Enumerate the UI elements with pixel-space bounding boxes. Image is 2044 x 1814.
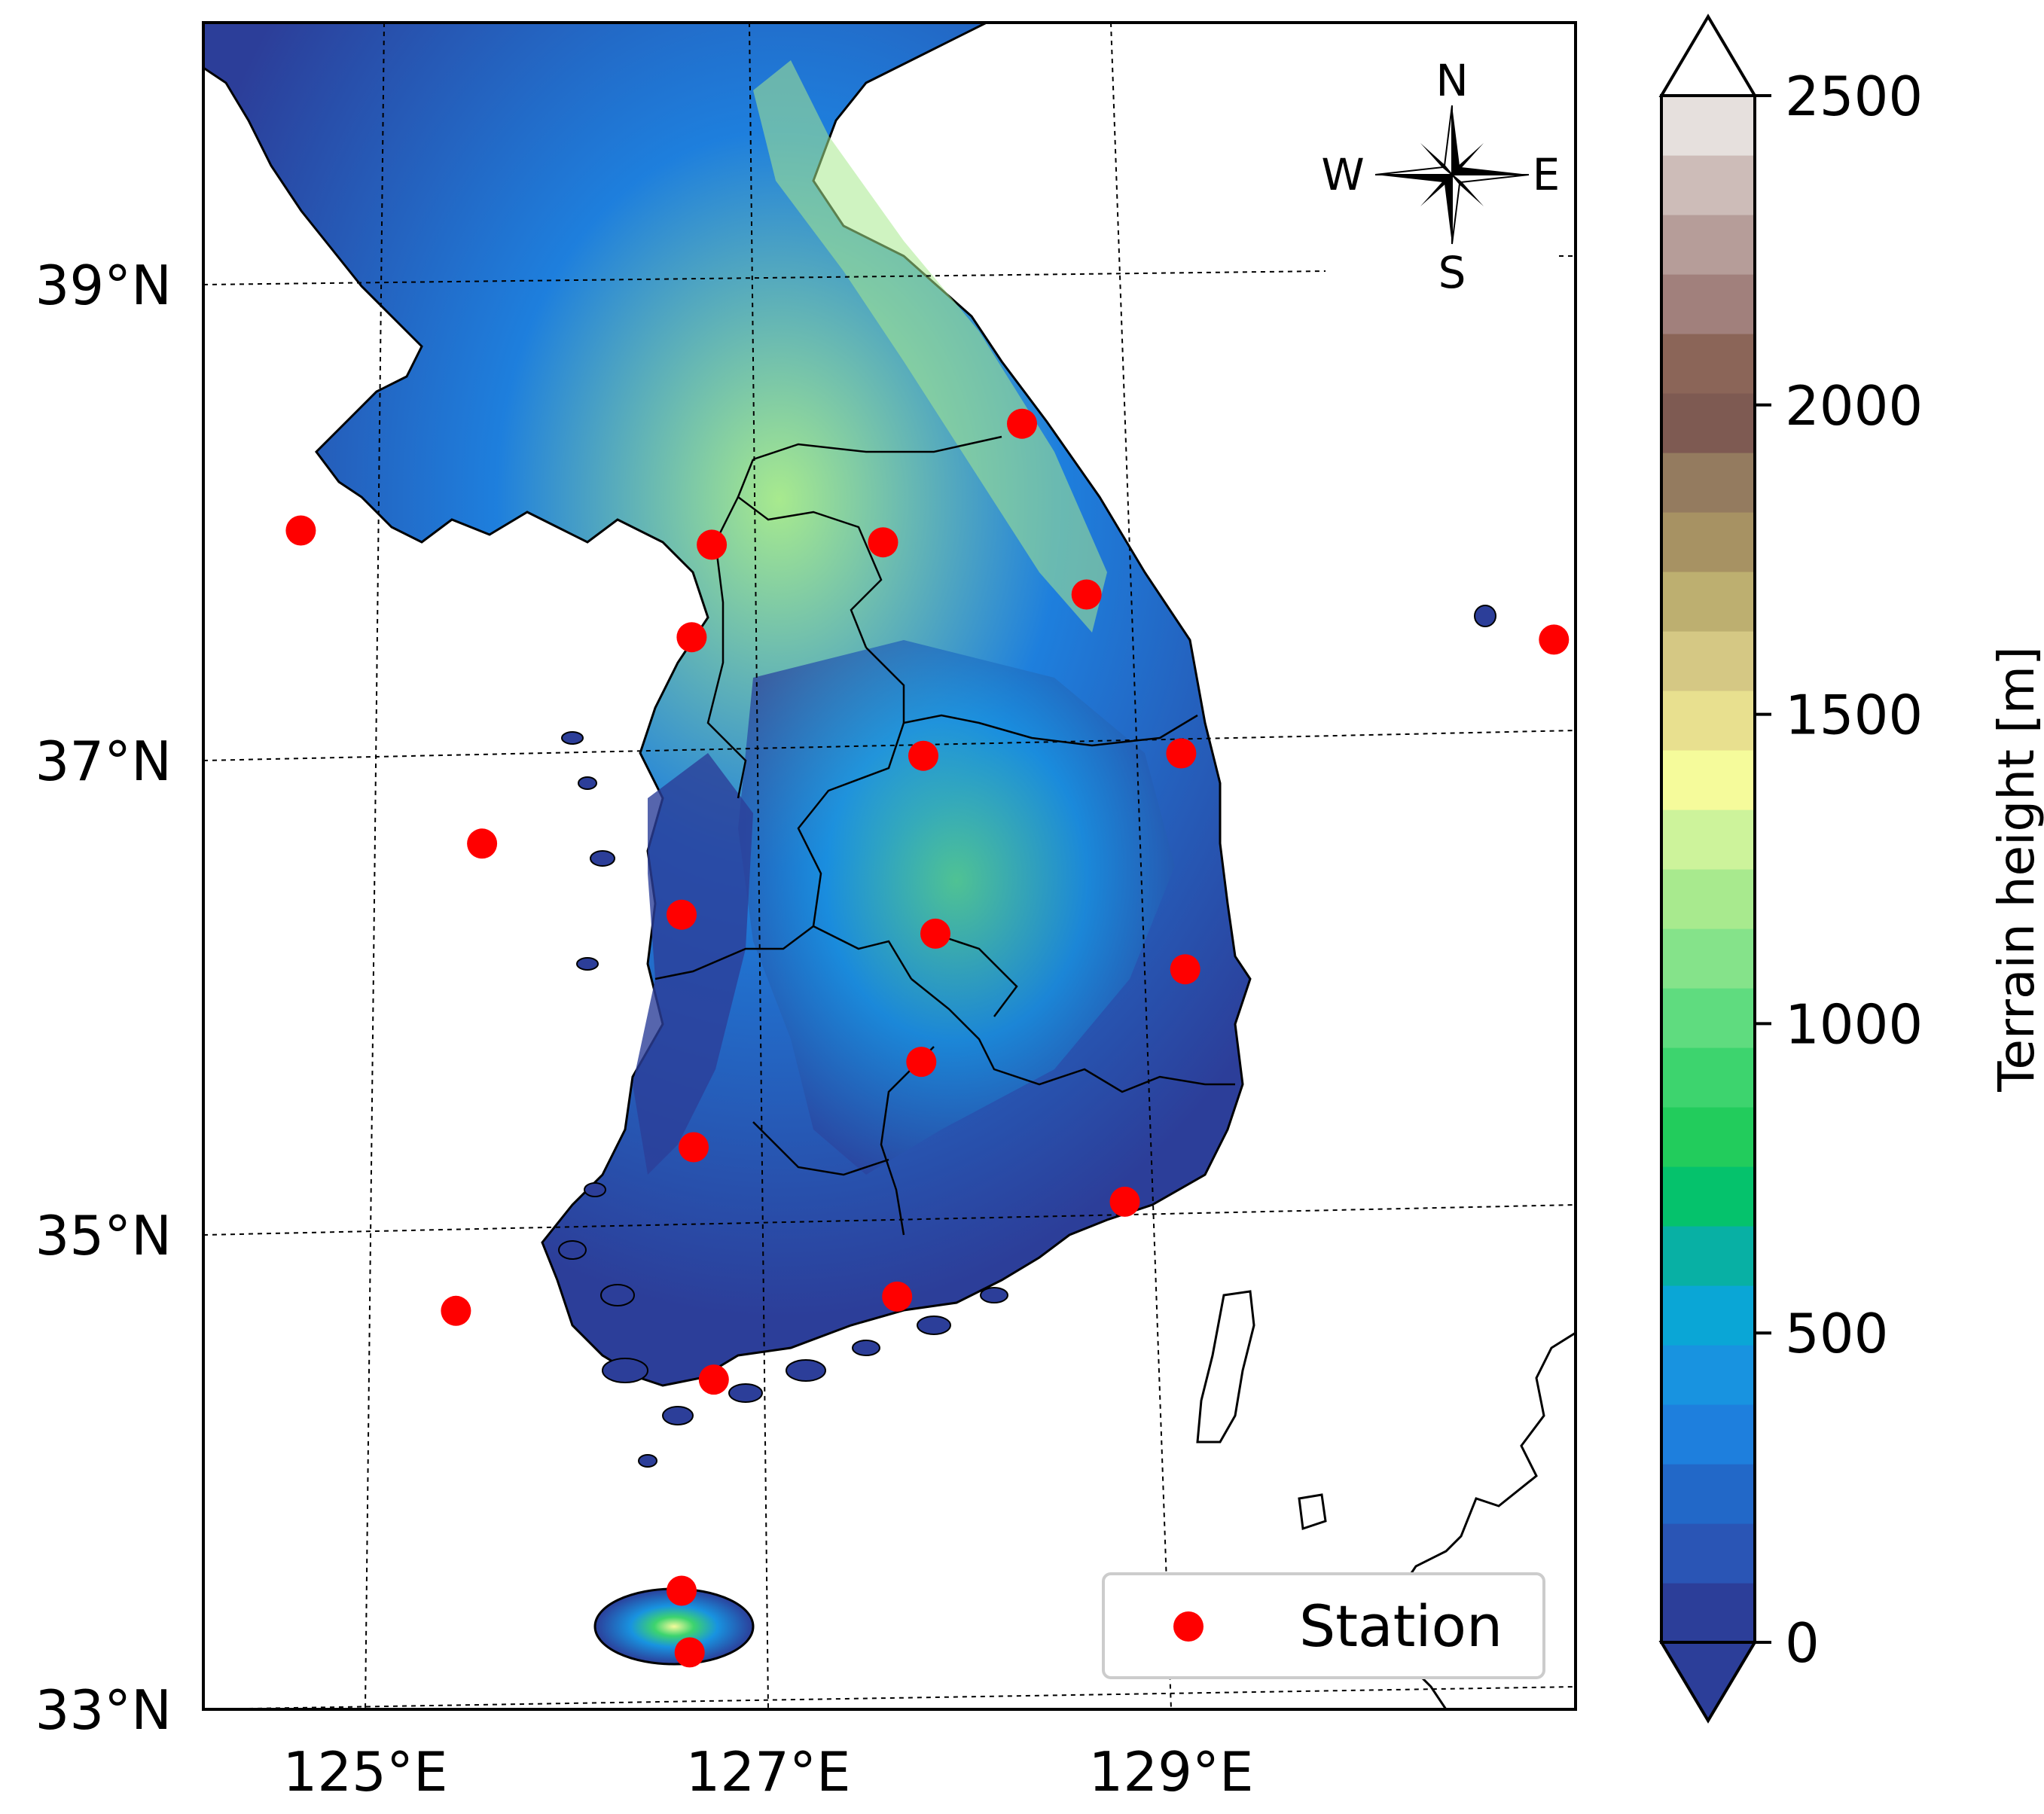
colorbar-segment bbox=[1661, 928, 1755, 989]
station-marker bbox=[920, 918, 950, 949]
colorbar-outline bbox=[1660, 94, 1756, 1644]
colorbar-segment bbox=[1661, 1583, 1755, 1643]
colorbar-segment bbox=[1661, 750, 1755, 810]
colorbar-tick-label: 1500 bbox=[1785, 684, 1923, 747]
station-marker bbox=[1109, 1186, 1140, 1217]
colorbar-segments bbox=[1661, 96, 1755, 1643]
colorbar-label: Terrain height [m] bbox=[1988, 646, 2044, 1093]
colorbar-segment bbox=[1661, 334, 1755, 394]
station-marker bbox=[1170, 954, 1200, 985]
compass-east-label: E bbox=[1533, 149, 1560, 200]
colorbar-tick-label: 2500 bbox=[1785, 65, 1923, 128]
colorbar-segment bbox=[1661, 393, 1755, 453]
station-marker bbox=[467, 828, 498, 859]
colorbar: 0 500 1000 1500 2000 2500 Terrain height [m] bbox=[1658, 14, 2044, 1724]
station-marker bbox=[1539, 624, 1570, 655]
station-marker bbox=[698, 1364, 729, 1395]
colorbar-segment bbox=[1661, 155, 1755, 215]
colorbar-segment bbox=[1661, 96, 1755, 156]
colorbar-segment bbox=[1661, 1404, 1755, 1465]
legend-station-label: Station bbox=[1299, 1593, 1502, 1660]
colorbar-segment bbox=[1661, 274, 1755, 334]
station-marker bbox=[908, 740, 938, 771]
y-tick-label: 35°N bbox=[35, 1204, 172, 1267]
station-marker bbox=[1166, 738, 1197, 769]
colorbar-tick-label: 0 bbox=[1785, 1611, 1820, 1675]
compass-west-label: W bbox=[1321, 149, 1364, 200]
station-marker bbox=[676, 622, 707, 653]
x-tick-label: 127°E bbox=[686, 1740, 851, 1803]
colorbar-segment bbox=[1661, 453, 1755, 513]
station-marker bbox=[441, 1295, 471, 1326]
station-marker bbox=[906, 1047, 937, 1078]
colorbar-segment bbox=[1661, 691, 1755, 751]
colorbar-segment bbox=[1661, 512, 1755, 572]
compass-south-label: S bbox=[1438, 247, 1466, 298]
colorbar-segment bbox=[1661, 1047, 1755, 1108]
legend-station-marker bbox=[1173, 1611, 1204, 1642]
station-markers bbox=[285, 408, 1570, 1668]
station-marker bbox=[285, 515, 316, 546]
colorbar-segment bbox=[1661, 1107, 1755, 1167]
y-tick-label: 37°N bbox=[35, 730, 172, 793]
station-marker bbox=[1007, 408, 1037, 439]
map-panel bbox=[203, 23, 1576, 1709]
southwest-islands bbox=[445, 731, 1008, 1468]
station-marker bbox=[674, 1637, 705, 1668]
colorbar-segment bbox=[1661, 1166, 1755, 1227]
ulleung-island bbox=[1474, 605, 1496, 627]
colorbar-segment bbox=[1661, 1345, 1755, 1405]
colorbar-tick-label: 1000 bbox=[1785, 992, 1923, 1056]
colorbar-extend-high bbox=[1658, 14, 1758, 97]
station-marker bbox=[679, 1132, 709, 1163]
province-boundaries bbox=[654, 435, 1235, 1236]
x-tick-label: 125°E bbox=[283, 1740, 448, 1803]
colorbar-segment bbox=[1661, 1226, 1755, 1286]
colorbar-segment bbox=[1661, 1285, 1755, 1346]
colorbar-extend-low bbox=[1658, 1641, 1758, 1724]
colorbar-segment bbox=[1661, 869, 1755, 929]
station-marker bbox=[667, 899, 697, 930]
y-axis: 33°N 35°N 37°N 39°N bbox=[35, 254, 172, 1742]
colorbar-segment bbox=[1661, 809, 1755, 870]
taebaek-ridge bbox=[753, 60, 1107, 633]
station-marker bbox=[868, 527, 898, 558]
station-marker bbox=[697, 529, 728, 560]
station-marker bbox=[882, 1281, 913, 1312]
x-axis: 125°E 127°E 129°E bbox=[283, 1740, 1254, 1803]
colorbar-segment bbox=[1661, 988, 1755, 1048]
colorbar-ticks: 0 500 1000 1500 2000 2500 bbox=[1755, 65, 1923, 1675]
y-tick-label: 39°N bbox=[35, 254, 172, 317]
legend: Station bbox=[1102, 1572, 1545, 1679]
legend-box bbox=[1102, 1572, 1545, 1679]
station-marker bbox=[667, 1575, 697, 1606]
y-tick-label: 33°N bbox=[35, 1678, 172, 1742]
southern-highlands bbox=[738, 640, 1175, 1175]
colorbar-segment bbox=[1661, 1464, 1755, 1524]
map-border bbox=[202, 21, 1577, 1711]
colorbar-segment bbox=[1661, 572, 1755, 632]
colorbar-segment bbox=[1661, 631, 1755, 691]
graticule bbox=[203, 22, 1576, 1710]
colorbar-tick-label: 2000 bbox=[1785, 374, 1923, 437]
colorbar-segment bbox=[1661, 1523, 1755, 1584]
compass-rose: N S W E bbox=[1321, 55, 1560, 298]
station-marker bbox=[1071, 579, 1102, 610]
compass-north-label: N bbox=[1435, 55, 1468, 106]
colorbar-segment bbox=[1661, 215, 1755, 275]
western-lowlands bbox=[633, 753, 753, 1175]
x-tick-label: 129°E bbox=[1089, 1740, 1254, 1803]
colorbar-tick-label: 500 bbox=[1785, 1302, 1888, 1365]
